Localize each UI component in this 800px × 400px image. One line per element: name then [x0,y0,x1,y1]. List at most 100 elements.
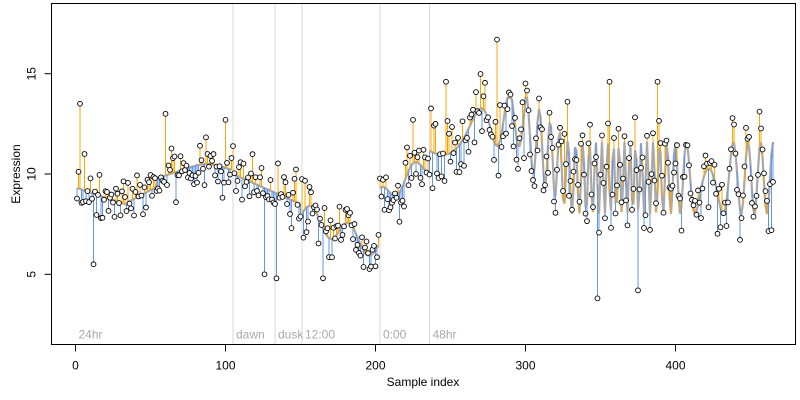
data-point [465,148,472,155]
data-point [137,181,143,188]
data-point [599,132,605,139]
data-point [395,182,401,189]
data-point [287,211,293,217]
data-point [558,138,565,145]
data-point [515,165,521,172]
data-point [648,171,655,177]
data-point [681,173,688,180]
data-point [513,156,520,163]
data-point [605,120,611,127]
data-point [119,188,125,195]
data-point [294,201,301,208]
data-point [582,210,589,217]
data-point [464,135,470,141]
phase-label-0: 24hr [79,328,103,342]
data-point [620,175,626,182]
data-point [651,177,658,184]
data-point [540,187,547,194]
data-point [167,167,173,173]
data-point [351,221,358,227]
data-point [297,213,304,220]
data-point [686,162,692,169]
data-point [756,108,763,115]
data-point [725,199,731,206]
data-point [420,146,427,153]
data-point [563,161,569,167]
data-point [371,243,377,249]
data-point [468,111,475,118]
data-point [105,208,112,214]
data-point [434,170,440,177]
data-point [240,160,247,167]
data-point [363,238,370,245]
x-tick-label-100: 100 [215,359,235,373]
data-point [717,224,724,231]
data-point [770,179,776,185]
data-point [131,212,137,219]
data-point [567,178,574,184]
data-point [723,223,730,229]
data-point [432,121,439,127]
data-point [626,155,632,161]
data-point [687,190,694,197]
data-point [509,123,515,129]
data-point [576,198,583,205]
data-point [587,121,593,128]
data-point [612,210,619,217]
data-point [740,192,746,199]
data-point [84,188,91,194]
data-point [588,191,595,198]
data-point [764,198,770,204]
data-point [656,118,662,124]
data-point [320,275,326,282]
y-tick-label-5: 5 [25,271,39,278]
data-point [218,168,224,175]
data-point [405,182,412,189]
data-point [678,227,685,234]
data-point [705,204,712,211]
data-point [443,78,449,85]
data-point [306,184,313,190]
data-point [609,191,616,198]
data-point [674,142,680,148]
data-point [239,196,245,203]
data-point [647,227,653,233]
data-point [225,179,232,186]
data-point [533,135,539,142]
data-point [224,160,230,166]
data-point [300,234,307,241]
data-point [339,232,346,238]
data-point [249,151,256,158]
data-point [741,163,748,170]
data-point [425,155,431,162]
data-point [758,125,764,132]
data-point [234,178,241,184]
data-point [444,118,451,124]
data-point [183,162,190,169]
data-point [344,206,350,212]
data-point [282,179,289,186]
data-point [212,172,218,179]
data-point [476,110,482,116]
data-point [426,171,433,178]
data-point [308,189,314,196]
data-point [101,196,107,203]
data-point [335,222,341,229]
x-axis-title: Sample index [387,375,460,389]
data-point [336,203,343,210]
data-point [257,174,263,181]
phase-label-1: dawn [236,328,265,342]
data-point [696,199,703,206]
data-point [231,170,238,177]
data-point [146,179,152,186]
data-point [447,158,454,165]
data-point [302,177,308,184]
data-point [716,185,722,192]
data-point [536,95,542,102]
data-point [272,201,278,207]
data-point [654,78,661,85]
data-point [497,102,503,108]
data-point [108,191,115,198]
data-point [281,174,287,180]
data-point [521,155,527,161]
